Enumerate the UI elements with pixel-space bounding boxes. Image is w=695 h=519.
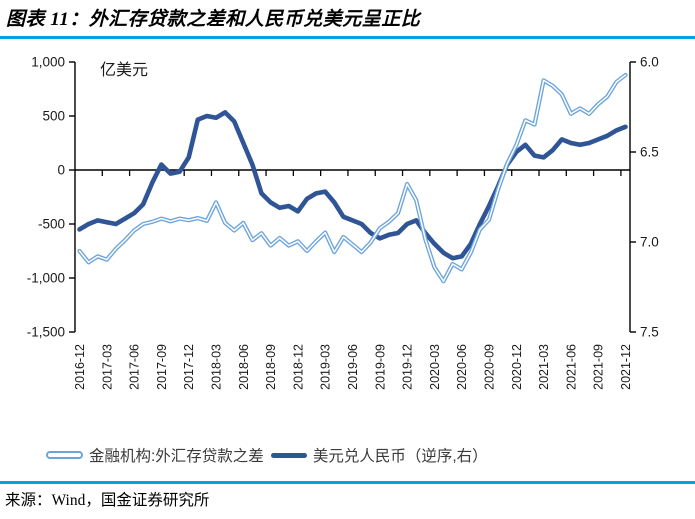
svg-text:2018-12: 2018-12 [291,344,305,390]
svg-text:2017-06: 2017-06 [128,344,142,390]
svg-text:2020-12: 2020-12 [510,344,524,390]
svg-text:2019-03: 2019-03 [319,344,333,390]
svg-text:2018-06: 2018-06 [237,344,251,390]
svg-text:7.0: 7.0 [640,235,659,250]
legend-item-usdcny: 美元兑人民币（逆序,右） [270,444,488,466]
svg-text:2021-09: 2021-09 [592,344,606,390]
legend-label-deposit-loan-gap: 金融机构:外汇存贷款之差 [89,448,264,465]
svg-text:2021-06: 2021-06 [564,344,578,390]
chart-legend: 金融机构:外汇存贷款之差 美元兑人民币（逆序,右） [46,444,488,466]
svg-text:2020-03: 2020-03 [428,344,442,390]
svg-text:7.5: 7.5 [640,325,659,340]
legend-label-usdcny: 美元兑人民币（逆序,右） [312,448,488,465]
svg-text:2020-09: 2020-09 [482,344,496,390]
source-line: 来源：Wind，国金证券研究所 [5,492,210,509]
legend-swatch-deposit-loan-gap-line [46,451,83,459]
svg-text:2017-03: 2017-03 [100,344,114,390]
svg-text:2017-12: 2017-12 [182,344,196,390]
legend-item-deposit-loan-gap: 金融机构:外汇存贷款之差 [46,444,264,466]
svg-text:0: 0 [57,163,65,178]
svg-text:2018-09: 2018-09 [264,344,278,390]
svg-text:500: 500 [42,109,65,124]
svg-text:-500: -500 [38,217,65,232]
svg-text:2019-06: 2019-06 [346,344,360,390]
svg-text:2019-12: 2019-12 [401,344,415,390]
svg-text:2016-12: 2016-12 [73,344,87,390]
svg-text:2021-12: 2021-12 [619,344,633,390]
svg-text:2018-03: 2018-03 [210,344,224,390]
svg-text:2021-03: 2021-03 [537,344,551,390]
figure-title: 图表 11：外汇存贷款之差和人民币兑美元呈正比 [6,9,421,30]
svg-text:2020-06: 2020-06 [455,344,469,390]
svg-text:亿美元: 亿美元 [100,61,148,79]
top-divider-rule [0,36,695,39]
svg-text:2017-09: 2017-09 [155,344,169,390]
svg-text:6.0: 6.0 [640,55,659,70]
svg-text:-1,000: -1,000 [27,271,65,286]
svg-text:6.5: 6.5 [640,145,659,160]
svg-text:2019-09: 2019-09 [373,344,387,390]
legend-swatch-usdcny-line [270,452,307,458]
svg-text:1,000: 1,000 [31,55,65,70]
svg-text:-1,500: -1,500 [27,325,65,340]
bottom-divider-rule [0,481,695,484]
